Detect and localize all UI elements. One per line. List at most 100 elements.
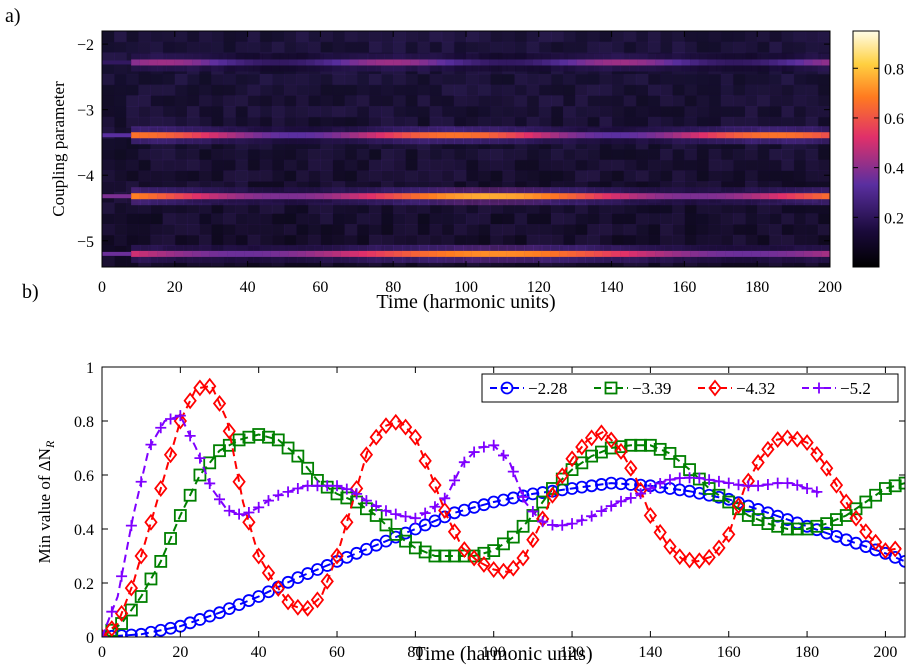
- line-x-tick-label: 180: [795, 644, 819, 661]
- heatmap-cell: [611, 106, 625, 118]
- panel-a-label: a): [5, 5, 21, 27]
- heatmap-band: [270, 59, 281, 66]
- heatmap-cell: [587, 213, 600, 225]
- heatmap-band: [498, 193, 508, 200]
- heatmap-cell: [732, 202, 746, 214]
- heatmap-cell: [514, 31, 528, 43]
- heatmap-band: [803, 132, 814, 139]
- heatmap-band: [349, 59, 359, 66]
- heatmap-cell: [102, 202, 115, 214]
- heatmap-cell: [199, 149, 212, 161]
- heatmap-cell: [344, 73, 358, 86]
- heatmap-cell: [466, 181, 479, 193]
- heatmap-band: [410, 59, 421, 66]
- heatmap-band: [401, 59, 412, 66]
- heatmap-cell: [429, 73, 443, 86]
- series-marker: [125, 520, 137, 532]
- heatmap-cell: [429, 170, 443, 182]
- heatmap-band: [227, 59, 237, 66]
- heatmap-cell: [635, 234, 649, 247]
- heatmap-band: [751, 250, 761, 257]
- series-marker: [204, 477, 216, 489]
- heatmap-cell: [417, 95, 431, 107]
- series-marker: [242, 430, 256, 444]
- heatmap-cell: [186, 116, 200, 129]
- heatmap-cell: [296, 224, 309, 236]
- heatmap-band: [768, 59, 779, 66]
- heatmap-cell: [186, 41, 200, 53]
- heatmap-cell: [684, 202, 698, 214]
- heatmap-band: [235, 59, 246, 66]
- heatmap-cell: [514, 106, 528, 118]
- heatmap-cell: [381, 224, 394, 236]
- heatmap-band: [655, 59, 665, 66]
- heatmap-cell: [332, 213, 346, 225]
- heatmap-cell: [672, 159, 685, 171]
- heatmap-cell: [174, 31, 188, 43]
- heatmap-cell: [102, 84, 115, 96]
- heatmap-cell: [405, 31, 418, 43]
- heatmap-band: [524, 193, 534, 200]
- heatmap-cell: [793, 202, 807, 214]
- series-marker: [673, 548, 687, 566]
- heatmap-band: [174, 132, 185, 139]
- series-marker: [516, 519, 530, 533]
- heatmap-cell: [150, 116, 164, 129]
- series-marker: [457, 541, 471, 559]
- heatmap-cell: [478, 202, 491, 214]
- heatmap-cell: [235, 234, 249, 247]
- heatmap-cell: [308, 84, 321, 96]
- heatmap-band: [445, 132, 455, 139]
- heatmap-cell: [757, 149, 770, 161]
- heatmap-cell: [793, 234, 807, 247]
- heatmap-cell: [563, 170, 576, 182]
- heatmap-cell: [720, 202, 734, 214]
- heatmap-cell: [660, 84, 673, 96]
- heatmap-band: [393, 193, 403, 200]
- heatmap-cell: [259, 181, 273, 193]
- heatmap-cell: [296, 116, 309, 129]
- heatmap-cell: [393, 213, 406, 225]
- series-marker: [800, 434, 814, 452]
- heatmap-cell: [817, 234, 830, 247]
- heatmap-cell: [684, 149, 698, 161]
- heatmap-cell: [381, 84, 394, 96]
- series-marker: [449, 474, 461, 486]
- heatmap-cell: [478, 159, 491, 171]
- heatmap-cell: [769, 159, 782, 171]
- heatmap-band: [183, 250, 193, 257]
- heatmap-cell: [793, 95, 807, 107]
- series-marker: [849, 509, 863, 527]
- heatmap-cell: [393, 234, 406, 247]
- heatmap-cell: [235, 181, 249, 193]
- heatmap-cell: [805, 41, 819, 53]
- heatmap-cell: [696, 170, 710, 182]
- series-marker: [800, 522, 814, 536]
- series-marker: [233, 508, 245, 520]
- heatmap-cell: [793, 213, 807, 225]
- heatmap-cell: [684, 234, 698, 247]
- heatmap-cell: [344, 181, 358, 193]
- heatmap-cell: [514, 41, 528, 53]
- heatmap-band: [419, 250, 429, 257]
- series-marker: [820, 517, 834, 530]
- heatmap-cell: [708, 95, 722, 107]
- heatmap-cell: [332, 73, 346, 86]
- heatmap-cell: [247, 159, 261, 171]
- heatmap-cell: [381, 116, 394, 129]
- heatmap-cell: [332, 95, 346, 107]
- line-y-tick-label: 0.8: [74, 414, 94, 431]
- heatmap-cell: [223, 116, 236, 129]
- heatmap-cell: [805, 234, 819, 247]
- heatmap-band: [139, 59, 150, 66]
- series-marker: [496, 562, 511, 580]
- heatmap-cell: [271, 149, 285, 161]
- series-marker: [526, 531, 540, 549]
- heatmap-cell: [623, 213, 637, 225]
- heatmap-cell: [102, 213, 115, 225]
- heatmap-cell: [150, 31, 164, 43]
- heatmap-band: [323, 132, 333, 139]
- heatmap-band: [576, 59, 586, 66]
- heatmap-cell: [441, 234, 455, 247]
- heatmap-cell: [320, 170, 334, 182]
